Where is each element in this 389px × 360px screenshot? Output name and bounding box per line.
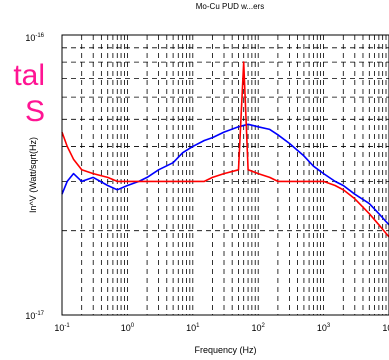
series-line-1	[61, 123, 389, 226]
side-label-line-1: tal	[13, 59, 45, 92]
series-layer	[61, 61, 389, 238]
x-axis-label: Frequency (Hz)	[194, 345, 256, 355]
x-tick-label: 101	[186, 323, 200, 333]
x-tick-exponent: 3	[327, 323, 331, 329]
x-tick-label: 102	[252, 323, 266, 333]
x-tick-exponent: -1	[64, 323, 70, 329]
x-tick-exponent: 2	[262, 323, 266, 329]
x-tick-exponent: 1	[196, 323, 200, 329]
grid-layer	[62, 35, 389, 315]
y-tick-exponent: -16	[35, 33, 44, 39]
plot-frame	[61, 34, 389, 316]
side-label: tal S	[0, 58, 45, 130]
x-tick-label: 104	[382, 323, 389, 333]
chart-title: Mo-Cu PUD w...ers	[195, 2, 265, 11]
y-tick-label: 10-17	[25, 311, 44, 321]
x-tick-label: 100	[121, 323, 135, 333]
series-line-2	[61, 61, 389, 238]
x-tick-exponent: 0	[131, 323, 135, 329]
x-tick-label: 103	[317, 323, 331, 333]
side-label-line-2: S	[24, 95, 45, 128]
y-tick-exponent: -17	[35, 311, 44, 317]
y-tick-label: 10-16	[25, 33, 44, 43]
x-tick-label: 10-1	[54, 323, 70, 333]
y-axis-label: In^V (Watt/sqrt(Hz)	[28, 137, 38, 213]
